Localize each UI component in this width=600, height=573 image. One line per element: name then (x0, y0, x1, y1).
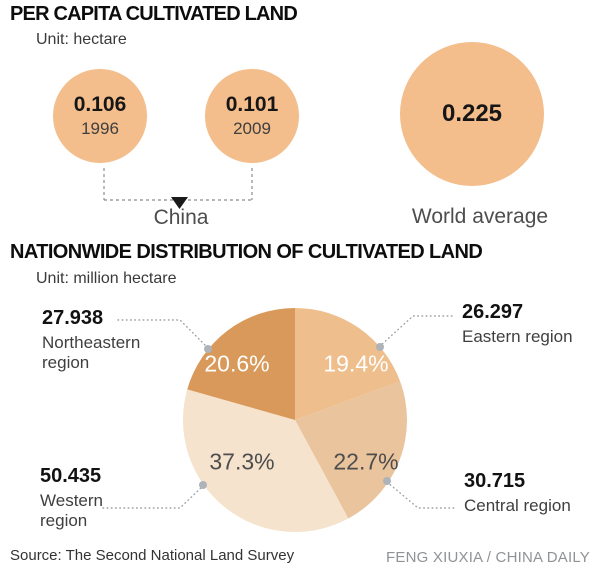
pie-percent-label-western: 37.3% (209, 448, 275, 475)
pie-slice-eastern-region (295, 308, 401, 420)
leader-dots (199, 343, 391, 489)
world-average-label: World average (411, 205, 549, 228)
bubble-china-2009: 0.101 2009 (205, 69, 299, 163)
bubble-value-2009: 0.101 (225, 92, 279, 116)
leader-line-central (386, 481, 458, 509)
callout-value-central: 30.715 (464, 470, 526, 492)
pie-percent-label-eastern: 19.4% (323, 350, 389, 377)
callout-central: 30.715 Central region (464, 471, 594, 516)
callout-northeastern: 27.938 Northeastern region (42, 308, 167, 373)
bracket-arrow-icon (171, 197, 188, 209)
distribution-title: NATIONWIDE DISTRIBUTION OF CULTIVATED LA… (10, 241, 483, 263)
callout-name-eastern: Eastern region (462, 327, 573, 346)
bubble-year-2009: 2009 (233, 119, 271, 139)
bubble-value-1996: 0.106 (73, 92, 127, 116)
callout-eastern: 26.297 Eastern region (462, 302, 592, 347)
leader-line-western (102, 485, 204, 509)
distribution-unit-label: Unit: million hectare (36, 270, 177, 287)
pie-percent-label-central: 22.7% (333, 448, 399, 475)
pie-chart (182, 308, 408, 532)
bubble-china-1996: 0.106 1996 (53, 69, 147, 163)
pie-slice-northeastern-region (187, 308, 295, 420)
leader-line-eastern (379, 315, 453, 347)
per-capita-title: PER CAPITA CULTIVATED LAND (10, 3, 298, 25)
footer-credit: FENG XIUXIA / CHINA DAILY (386, 549, 590, 566)
leader-dot-western (199, 481, 207, 489)
per-capita-unit-label: Unit: hectare (36, 31, 127, 48)
leader-line-northeastern (117, 319, 209, 349)
leader-dot-northeastern (204, 345, 212, 353)
callout-name-northeastern: Northeastern region (42, 333, 141, 373)
pie-slice-western-region (182, 389, 349, 532)
pie-slice-central-region (295, 381, 408, 519)
callout-name-western: Western region (40, 491, 103, 531)
callout-name-central: Central region (464, 496, 571, 515)
pie-percent-label-northeastern: 20.6% (204, 350, 270, 377)
callout-western: 50.435 Western region (40, 466, 135, 531)
leader-dot-eastern (376, 343, 384, 351)
callout-value-western: 50.435 (40, 465, 102, 487)
footer-source: Source: The Second National Land Survey (10, 547, 295, 564)
china-group-label: China (153, 206, 209, 229)
leader-dot-central (383, 477, 391, 485)
bubble-value-world: 0.225 (441, 99, 503, 127)
leader-lines (102, 315, 458, 509)
callout-value-eastern: 26.297 (462, 301, 524, 323)
callout-value-northeastern: 27.938 (42, 307, 104, 329)
bubble-year-1996: 1996 (81, 119, 119, 139)
bubble-world-average: 0.225 (400, 42, 544, 186)
